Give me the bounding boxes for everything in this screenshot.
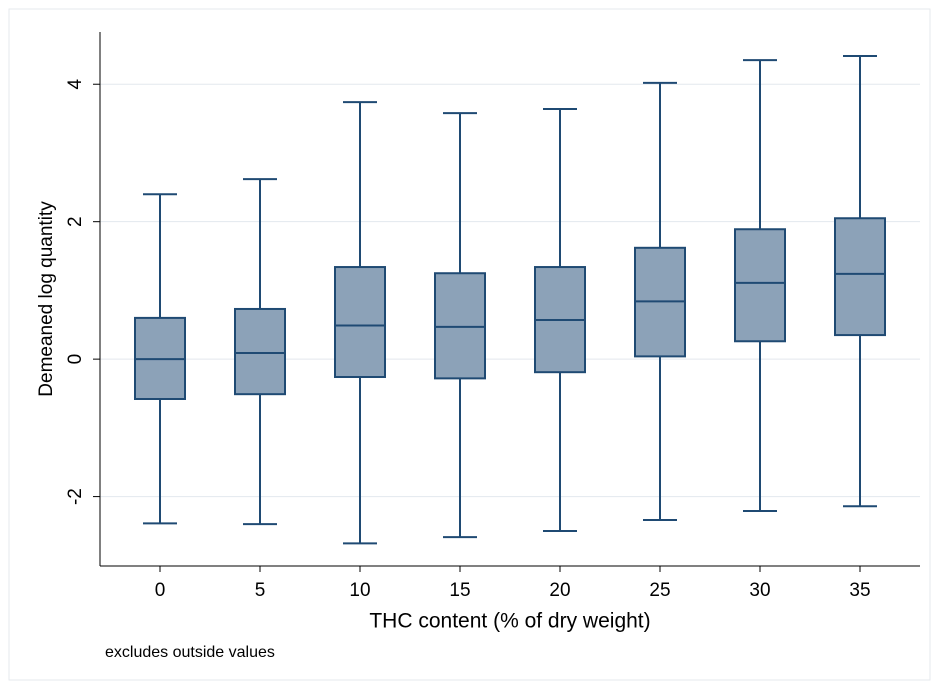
x-tick-label: 35 [849, 580, 870, 601]
box [334, 266, 386, 379]
x-tick-label: 0 [155, 580, 166, 601]
x-tick-label: 10 [349, 580, 370, 601]
note: excludes outside values [105, 644, 275, 661]
box [234, 307, 286, 396]
x-tick-label: 25 [649, 580, 670, 601]
x-tick-label: 15 [449, 580, 470, 601]
y-tick-label: 4 [65, 79, 86, 90]
x-tick-label: 20 [549, 580, 570, 601]
box [434, 272, 486, 380]
y-tick-label: 2 [65, 216, 86, 227]
x-tick-label: 30 [749, 580, 770, 601]
y-axis-title: Demeaned log quantity [36, 201, 57, 397]
box [734, 228, 786, 343]
x-tick-label: 5 [255, 580, 266, 601]
box [834, 217, 886, 337]
y-tick-label: -2 [65, 488, 86, 505]
y-tick-label: 0 [65, 354, 86, 365]
x-axis-title: THC content (% of dry weight) [369, 610, 650, 633]
